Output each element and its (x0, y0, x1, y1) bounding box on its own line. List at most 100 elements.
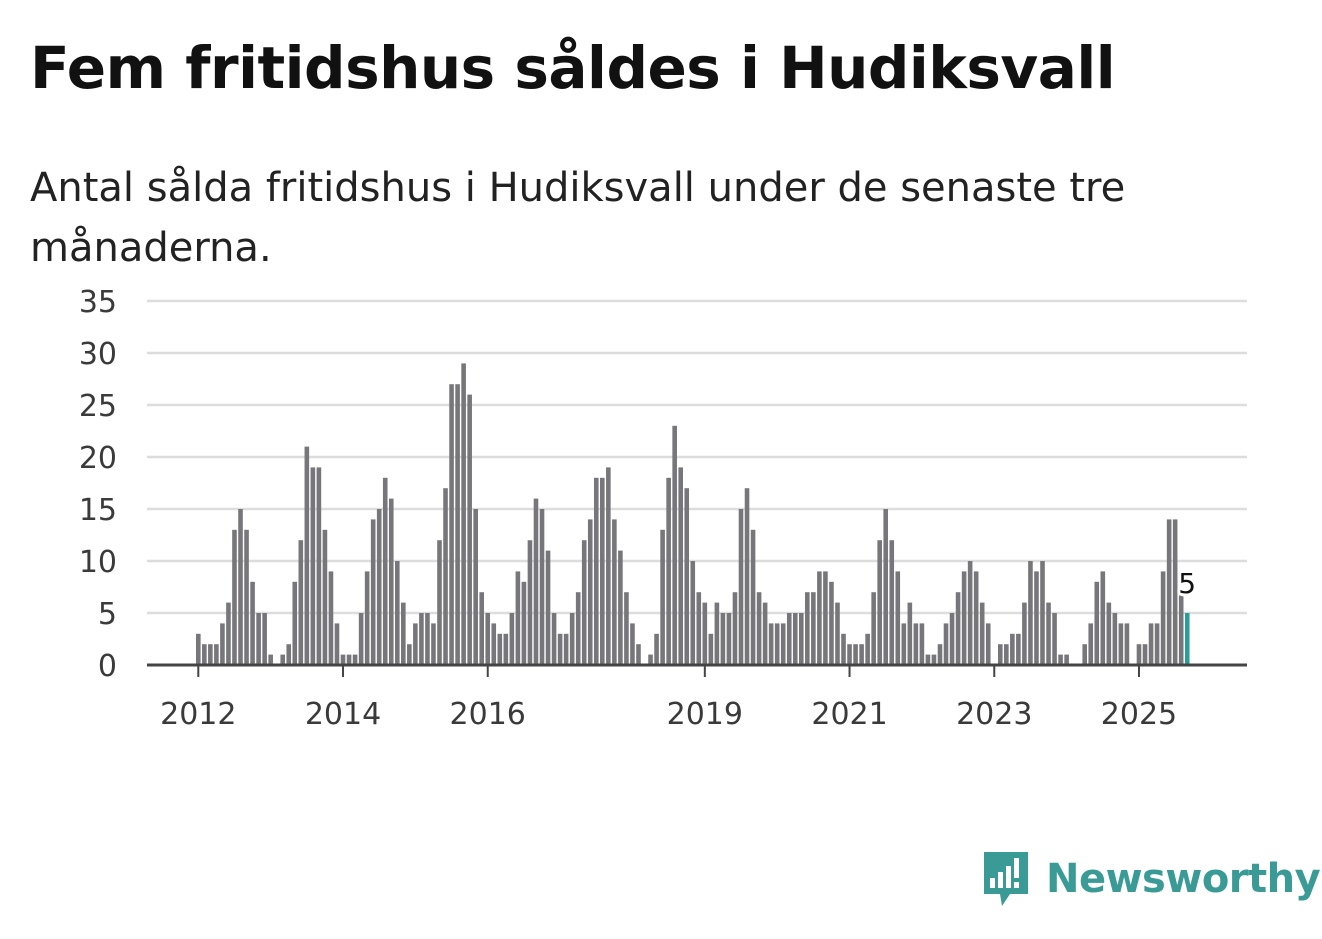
bar (316, 467, 322, 665)
bar (750, 529, 756, 665)
bar (979, 602, 985, 665)
bar (955, 592, 961, 665)
bar (654, 633, 659, 665)
bar (889, 540, 895, 665)
bar (702, 602, 708, 665)
bar (569, 613, 575, 665)
bar (431, 623, 436, 665)
bar (220, 623, 225, 665)
y-tick-label: 15 (79, 493, 117, 528)
x-tick-label: 2023 (956, 697, 1032, 732)
bar (612, 519, 617, 665)
bar (401, 602, 406, 665)
bar (503, 633, 509, 665)
bar (949, 613, 955, 665)
gridlines (147, 299, 1247, 615)
bar (841, 633, 846, 665)
bar (593, 477, 599, 665)
bar (443, 488, 448, 665)
bar (684, 488, 690, 665)
y-axis-labels: 0 5 10 15 20 25 30 35 (79, 285, 117, 684)
bar (449, 384, 454, 665)
bar (877, 540, 882, 665)
x-tick-label: 2021 (811, 697, 887, 732)
bar (792, 613, 798, 665)
bar (376, 509, 382, 665)
bar (720, 613, 726, 665)
bar (364, 571, 370, 665)
bar (509, 613, 515, 665)
bar (539, 509, 545, 665)
bar (1148, 623, 1154, 665)
bar (931, 654, 937, 665)
bar (232, 529, 237, 665)
bar (672, 425, 677, 665)
bar (1016, 633, 1021, 665)
bar (473, 509, 478, 665)
bar (467, 394, 472, 665)
bar (340, 654, 346, 665)
bar (666, 477, 671, 665)
bar (708, 633, 714, 665)
bar (262, 613, 267, 665)
bar (587, 519, 593, 665)
bar (563, 633, 569, 665)
bar (1142, 644, 1148, 665)
bar (768, 623, 774, 665)
bar (1022, 602, 1027, 665)
bar (250, 581, 255, 665)
bar (726, 613, 732, 665)
bar (1058, 654, 1063, 665)
bar (310, 467, 316, 665)
bar (394, 561, 400, 665)
bar (202, 644, 207, 665)
y-tick-label: 5 (98, 597, 117, 632)
bar (871, 592, 876, 665)
bar (1010, 633, 1015, 665)
y-tick-label: 0 (98, 649, 117, 684)
bar (961, 571, 967, 665)
bar (937, 644, 943, 665)
bar (581, 540, 587, 665)
brand-name: Newsworthy (1046, 856, 1321, 902)
bar (901, 623, 907, 665)
bar (744, 488, 750, 665)
bar (600, 477, 605, 665)
bar (370, 519, 376, 665)
bar (660, 529, 665, 665)
bar (1004, 644, 1009, 665)
bar (648, 654, 653, 665)
y-tick-label: 35 (79, 285, 117, 320)
bar (437, 540, 442, 665)
bar (298, 540, 304, 665)
bar (1118, 623, 1124, 665)
bar (1124, 623, 1130, 665)
bar (497, 633, 503, 665)
bar (1094, 581, 1100, 665)
bar (835, 602, 840, 665)
bar (696, 592, 702, 665)
newsworthy-logo[interactable]: Newsworthy (980, 848, 1321, 910)
bar (1028, 561, 1033, 665)
bar (943, 623, 949, 665)
bar (714, 602, 720, 665)
bar (895, 571, 901, 665)
bar (624, 592, 629, 665)
x-tick-label: 2019 (667, 697, 743, 732)
bar (799, 613, 804, 665)
bar (805, 592, 810, 665)
bar (774, 623, 780, 665)
x-tick-label: 2014 (305, 697, 381, 732)
x-tick-label: 2012 (160, 697, 236, 732)
bar (1088, 623, 1094, 665)
y-tick-label: 20 (79, 441, 117, 476)
y-tick-label: 30 (79, 337, 117, 372)
bar (322, 529, 328, 665)
bar (1064, 654, 1069, 665)
bar (967, 561, 973, 665)
bar (829, 581, 834, 665)
bar (1052, 613, 1057, 665)
bar (268, 654, 273, 665)
bar (618, 550, 623, 665)
